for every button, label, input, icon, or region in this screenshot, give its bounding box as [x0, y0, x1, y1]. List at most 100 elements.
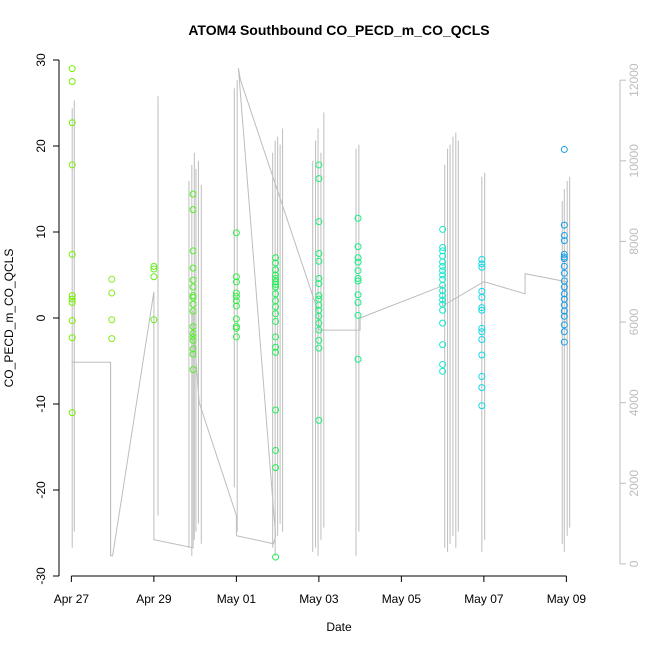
data-point-8-18 — [439, 367, 447, 375]
data-point-5-5 — [272, 278, 280, 286]
data-point-7-7 — [354, 291, 362, 299]
data-point-8-17 — [439, 360, 447, 368]
data-point-10-4 — [560, 250, 568, 258]
data-point-4-2 — [232, 278, 240, 286]
data-point-7-10 — [354, 355, 362, 363]
data-point-5-19 — [272, 553, 280, 561]
y-tick-label-0: -30 — [34, 567, 48, 585]
data-point-9-1 — [478, 260, 486, 268]
data-point-3-16 — [189, 366, 197, 374]
data-point-5-1 — [272, 259, 280, 267]
data-point-5-2 — [272, 266, 280, 274]
data-point-8-5 — [439, 262, 447, 270]
data-point-2-0 — [150, 262, 158, 270]
data-point-3-12 — [189, 333, 197, 341]
data-point-5-18 — [272, 464, 280, 472]
data-point-5-6 — [272, 280, 280, 288]
data-point-8-16 — [439, 341, 447, 349]
data-point-7-2 — [354, 254, 362, 262]
data-point-3-4 — [189, 276, 197, 284]
y-tick-label-4: 10 — [34, 225, 48, 239]
data-point-3-11 — [189, 329, 197, 337]
data-point-7-8 — [354, 299, 362, 307]
data-point-6-2 — [315, 218, 323, 226]
data-point-0-1 — [68, 78, 76, 85]
data-point-5-13 — [272, 333, 280, 341]
data-point-10-11 — [560, 290, 568, 298]
data-point-4-7 — [232, 315, 240, 323]
data-point-8-10 — [439, 286, 447, 294]
data-point-9-12 — [478, 384, 486, 392]
data-point-3-5 — [189, 283, 197, 291]
data-point-9-8 — [478, 328, 486, 336]
data-point-10-18 — [560, 338, 568, 346]
data-point-4-0 — [232, 229, 240, 237]
y-tick-label-1: -20 — [34, 481, 48, 499]
data-point-3-3 — [189, 264, 197, 272]
data-point-8-12 — [439, 296, 447, 304]
data-point-8-14 — [439, 306, 447, 314]
data-point-5-15 — [272, 348, 280, 356]
data-point-6-7 — [315, 292, 323, 300]
data-point-7-6 — [354, 277, 362, 285]
data-point-10-7 — [560, 262, 568, 270]
data-point-6-1 — [315, 175, 323, 183]
secondary-tick-label-4: 8000 — [627, 228, 641, 255]
x-tick-label-2: May 01 — [217, 592, 257, 606]
data-point-3-8 — [189, 300, 197, 308]
data-point-5-3 — [272, 271, 280, 279]
secondary-tick-label-2: 4000 — [627, 389, 641, 416]
data-point-1-0 — [108, 275, 116, 283]
data-point-7-4 — [354, 267, 362, 275]
data-point-9-11 — [478, 372, 486, 380]
data-point-7-1 — [354, 243, 362, 251]
data-point-3-1 — [189, 206, 197, 214]
data-point-0-0 — [68, 65, 76, 73]
x-tick-label-5: May 07 — [464, 592, 504, 606]
data-point-8-9 — [439, 281, 447, 289]
data-point-10-15 — [560, 312, 568, 320]
data-point-9-2 — [478, 263, 486, 271]
data-point-5-8 — [272, 290, 280, 298]
data-point-0-7 — [68, 295, 76, 303]
data-point-9-13 — [478, 402, 486, 410]
data-point-6-12 — [315, 319, 323, 327]
x-tick-label-1: Apr 29 — [136, 592, 172, 606]
data-point-10-8 — [560, 269, 568, 277]
data-point-6-5 — [315, 274, 323, 282]
data-point-2-2 — [150, 273, 158, 281]
data-point-0-3 — [68, 161, 76, 169]
data-point-10-10 — [560, 283, 568, 291]
data-point-4-6 — [232, 302, 240, 310]
data-point-1-2 — [108, 316, 116, 324]
data-point-8-0 — [439, 225, 447, 233]
x-tick-label-0: Apr 27 — [54, 592, 90, 606]
data-point-4-1 — [232, 273, 240, 281]
data-point-5-7 — [272, 283, 280, 291]
altitude-layer — [71, 68, 571, 557]
x-tick-label-4: May 05 — [382, 592, 422, 606]
data-point-3-14 — [189, 345, 197, 353]
data-point-10-1 — [560, 221, 568, 229]
data-point-4-9 — [232, 324, 240, 332]
data-point-5-12 — [272, 317, 280, 325]
y-axis-label: CO_PECD_m_CO_QCLS — [2, 249, 16, 388]
data-point-5-10 — [272, 303, 280, 311]
points-layer — [68, 65, 568, 561]
secondary-tick-label-3: 6000 — [627, 308, 641, 335]
x-tick-label-3: May 03 — [299, 592, 339, 606]
data-point-7-3 — [354, 258, 362, 266]
data-point-9-5 — [478, 304, 486, 312]
data-point-8-6 — [439, 267, 447, 275]
data-point-9-0 — [478, 256, 486, 264]
data-point-8-1 — [439, 243, 447, 251]
data-point-10-3 — [560, 237, 568, 245]
data-point-4-3 — [232, 289, 240, 297]
data-point-10-2 — [560, 231, 568, 239]
data-point-5-17 — [272, 446, 280, 454]
data-point-9-10 — [478, 351, 486, 359]
data-point-6-6 — [315, 280, 323, 288]
data-point-4-5 — [232, 297, 240, 305]
data-point-3-9 — [189, 307, 197, 315]
